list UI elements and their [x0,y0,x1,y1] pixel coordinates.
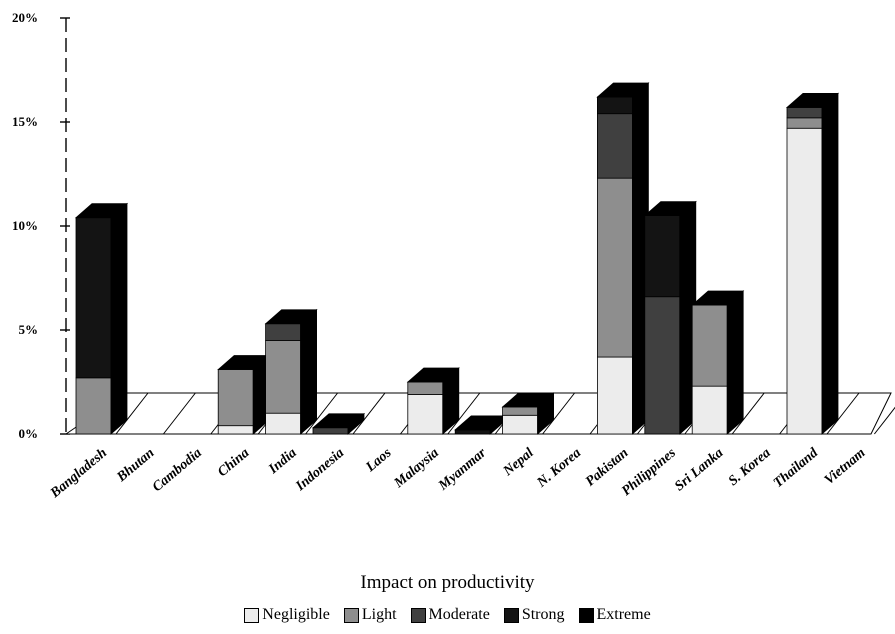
floor-divider [447,392,481,435]
legend-swatch [343,607,359,623]
floor-divider [163,392,196,435]
y-axis: 0% 5% 10% 15% 20% [12,10,70,441]
bar-top-face [785,93,840,108]
legend-label: Moderate [428,606,490,623]
legend: Negligible Light Moderate Strong Extreme [0,606,895,624]
bar-segment-light [691,304,728,387]
y-tick-label: 5% [19,322,39,337]
legend-label: Extreme [596,606,651,623]
bar-india [264,308,318,435]
bar-segment-strong [454,429,491,435]
floor-divider [115,392,149,435]
legend-label: Strong [521,606,565,623]
bar-segment-moderate [644,296,681,435]
bar-top-face [643,201,697,217]
bar-segment-light [75,377,112,435]
bar-top-face [406,367,460,383]
legend-label: Negligible [262,606,330,623]
bar-china [217,354,271,435]
category-label-s-korea: S. Korea [726,446,774,489]
category-label-bangladesh: Bangladesh [47,445,110,501]
bar-top-face [691,290,745,306]
legend-item-moderate: Moderate [410,606,490,624]
bar-segment-moderate [786,107,823,119]
bar-indonesia [311,412,366,435]
bar-segment-strong [75,217,112,379]
bar-top-face [74,203,129,219]
bar-segment-strong [644,215,681,298]
bar-segment-light [786,117,823,129]
y-tick-label: 15% [12,114,38,129]
floor-divider [352,392,386,435]
category-label-indonesia: Indonesia [293,446,348,495]
bar-pakistan [596,82,650,435]
bar-segment-negligible [217,425,254,435]
bar-malaysia [406,367,460,435]
bar-top-face [596,82,650,98]
category-label-nepal: Nepal [500,446,537,480]
category-label-india: India [265,446,299,478]
bar-side-face [821,92,839,435]
bar-sri-lanka [691,290,745,435]
bar-side-face [300,308,318,435]
y-tick-label: 0% [19,426,39,441]
y-tick-label: 20% [12,10,38,25]
bar-thailand [785,92,840,435]
legend-item-light: Light [343,606,397,624]
legend-label: Light [361,606,397,623]
bar-top-face [311,413,366,429]
floor-divider [542,392,575,435]
category-label-vietnam: Vietnam [822,446,869,489]
bar-segment-light [502,406,539,416]
category-label-bhutan: Bhutan [114,445,158,485]
bar-segment-moderate [597,113,633,179]
legend-item-negligible: Negligible [244,606,330,624]
category-label-cambodia: Cambodia [150,446,205,495]
legend-item-extreme: Extreme [578,606,651,624]
bar-segment-negligible [786,127,823,435]
bar-side-face [110,202,128,435]
legend-swatch [503,607,519,623]
bars [74,82,840,435]
category-label-malaysia: Malaysia [391,446,442,492]
bar-segment-light [597,177,633,358]
floor-divider [305,392,338,435]
bar-segment-negligible [691,385,728,435]
bar-bangladesh [74,202,129,435]
floor-divider [826,392,860,435]
category-label-china: China [215,446,252,481]
bar-side-face [726,290,744,435]
legend-title: Impact on productivity [360,572,535,593]
bar-segment-moderate [312,427,349,435]
bar-segment-strong [597,96,633,115]
bar-segment-moderate [265,323,302,341]
bar-top-face [501,392,555,408]
bar-segment-negligible [265,412,302,435]
bar-philippines [643,200,697,435]
category-label-n-korea: N. Korea [534,446,584,492]
bar-segment-light [407,381,444,395]
category-label-laos: Laos [363,445,395,475]
category-label-sri-lanka: Sri Lanka [672,446,726,495]
bar-top-face [264,309,318,325]
bar-nepal [501,392,555,435]
y-tick-label: 10% [12,218,38,233]
legend-swatch [578,607,594,623]
category-label-myanmar: Myanmar [435,445,489,494]
bar-segment-light [265,339,302,414]
floor-divider [874,406,895,435]
floor-divider [731,392,765,435]
legend-swatch [244,607,260,623]
category-label-thailand: Thailand [771,445,822,491]
legend-item-strong: Strong [503,606,565,624]
bar-segment-negligible [407,394,444,435]
bar-segment-light [217,369,254,427]
legend-swatch [410,607,426,623]
bar-segment-negligible [597,356,633,435]
bar-segment-negligible [502,414,539,435]
